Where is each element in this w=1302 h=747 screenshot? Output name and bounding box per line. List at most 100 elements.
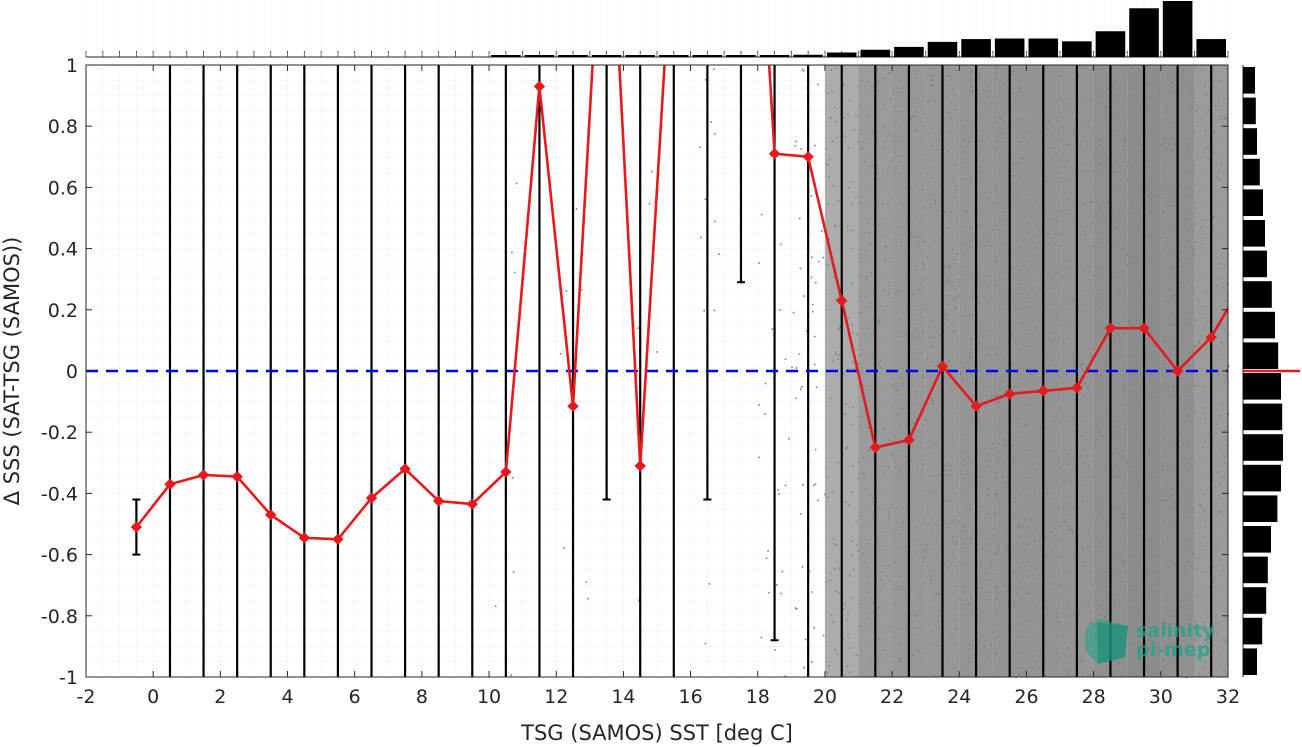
scatter-point <box>1147 65 1150 68</box>
scatter-point <box>1056 160 1059 163</box>
scatter-point <box>1191 507 1194 510</box>
scatter-point <box>1223 381 1226 384</box>
scatter-point <box>826 671 829 674</box>
scatter-point <box>1099 569 1102 572</box>
scatter-point <box>957 585 959 588</box>
scatter-point <box>1136 435 1138 438</box>
scatter-point <box>1038 463 1041 465</box>
scatter-point <box>1131 180 1133 183</box>
scatter-point <box>1081 368 1084 370</box>
scatter-point <box>876 165 878 167</box>
scatter-point <box>961 491 964 494</box>
scatter-point <box>953 108 955 111</box>
scatter-point <box>973 213 976 216</box>
scatter-point <box>1058 556 1061 559</box>
scatter-point <box>1211 216 1214 218</box>
scatter-point <box>1202 391 1205 393</box>
scatter-point <box>1027 221 1030 224</box>
scatter-point <box>892 92 895 94</box>
scatter-point <box>938 614 940 617</box>
scatter-point <box>984 648 986 650</box>
scatter-point <box>967 457 969 459</box>
scatter-point <box>921 377 924 379</box>
scatter-point <box>1098 96 1100 98</box>
scatter-point <box>1028 143 1031 146</box>
scatter-point <box>1030 119 1033 121</box>
scatter-point <box>1213 216 1215 218</box>
scatter-point <box>1111 675 1113 677</box>
scatter-point <box>1127 600 1130 603</box>
scatter-point <box>1123 387 1126 390</box>
scatter-point <box>1197 384 1200 386</box>
scatter-point <box>883 472 886 475</box>
scatter-point <box>648 202 651 205</box>
scatter-point <box>969 356 972 359</box>
scatter-point <box>927 100 929 103</box>
scatter-point <box>1190 509 1192 512</box>
scatter-point <box>881 217 883 219</box>
scatter-point <box>1057 458 1060 461</box>
scatter-point <box>1110 516 1113 518</box>
scatter-point <box>986 261 989 264</box>
scatter-point <box>873 287 875 290</box>
scatter-point <box>936 535 938 537</box>
scatter-point <box>896 330 899 333</box>
scatter-point <box>1035 199 1038 202</box>
scatter-point <box>920 459 922 462</box>
scatter-point <box>1057 112 1060 114</box>
scatter-point <box>860 515 863 517</box>
scatter-point <box>1199 674 1201 677</box>
scatter-point <box>1001 279 1003 281</box>
scatter-point <box>1209 538 1211 541</box>
scatter-point <box>1052 134 1054 137</box>
scatter-point <box>993 552 995 555</box>
right-histogram-bar <box>1243 67 1255 94</box>
scatter-point <box>1122 271 1124 273</box>
scatter-point <box>494 605 497 608</box>
scatter-point <box>1112 451 1114 454</box>
scatter-point <box>889 208 892 211</box>
scatter-point <box>951 633 953 635</box>
scatter-point <box>1026 332 1029 335</box>
series-marker <box>365 492 378 504</box>
scatter-point <box>1016 592 1019 595</box>
top-histogram-bar <box>1028 38 1059 57</box>
y-tick-label: -0.6 <box>41 545 78 567</box>
scatter-point <box>1061 138 1064 141</box>
scatter-point <box>962 274 965 276</box>
scatter-point <box>991 572 994 575</box>
scatter-point <box>967 367 970 370</box>
scatter-point <box>831 491 834 494</box>
scatter-point <box>858 253 861 256</box>
scatter-point <box>1022 118 1024 121</box>
scatter-point <box>1199 542 1201 545</box>
scatter-point <box>1181 77 1183 80</box>
scatter-point <box>1048 331 1050 334</box>
scatter-point <box>894 561 897 564</box>
scatter-point <box>1132 383 1135 386</box>
scatter-point <box>1110 276 1113 279</box>
scatter-point <box>872 455 875 458</box>
scatter-point <box>1078 75 1080 78</box>
scatter-point <box>1117 660 1120 663</box>
scatter-point <box>910 233 913 235</box>
scatter-point <box>1193 164 1196 166</box>
scatter-point <box>1090 354 1093 357</box>
scatter-point <box>1039 288 1042 290</box>
scatter-point <box>996 472 999 474</box>
scatter-point <box>1130 66 1133 69</box>
scatter-point <box>1192 252 1195 255</box>
scatter-point <box>1220 115 1223 118</box>
scatter-point <box>1010 73 1013 76</box>
scatter-point <box>1048 379 1051 382</box>
scatter-point <box>1189 318 1191 321</box>
scatter-point <box>1197 106 1199 109</box>
scatter-point <box>850 247 852 250</box>
scatter-point <box>1107 398 1109 401</box>
scatter-point <box>1197 262 1200 265</box>
scatter-point <box>1163 436 1166 439</box>
scatter-point <box>1025 110 1027 112</box>
scatter-point <box>925 75 928 78</box>
scatter-point <box>953 665 956 668</box>
scatter-point <box>944 313 947 315</box>
